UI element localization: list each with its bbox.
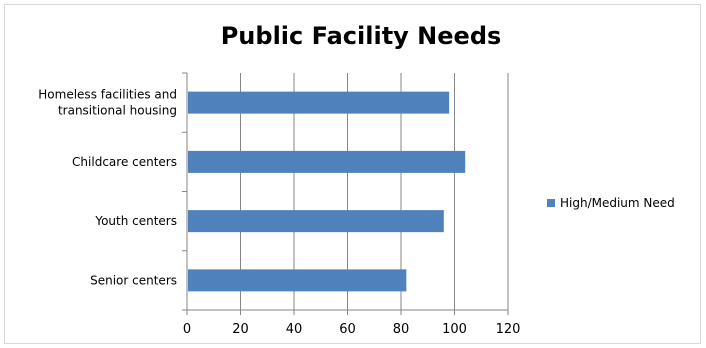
tick-labels: 0 20 40 60 80 100 120 xyxy=(183,322,521,337)
legend: High/Medium Need xyxy=(547,196,675,210)
category-label: transitional housing xyxy=(58,104,177,118)
legend-swatch xyxy=(547,199,555,207)
category-label: Childcare centers xyxy=(72,155,177,169)
bar xyxy=(188,269,407,292)
bars xyxy=(188,91,466,292)
bar xyxy=(188,91,450,114)
bar xyxy=(188,210,444,233)
category-label: Homeless facilities and xyxy=(38,88,177,102)
x-tick-label: 40 xyxy=(286,322,303,337)
bar xyxy=(188,150,466,173)
category-label: Senior centers xyxy=(90,273,177,287)
chart-title: Public Facility Needs xyxy=(221,22,502,50)
legend-label: High/Medium Need xyxy=(560,196,675,210)
x-tick-label: 100 xyxy=(442,322,467,337)
category-label: Youth centers xyxy=(94,214,177,228)
x-tick-label: 120 xyxy=(496,322,521,337)
x-tick-label: 80 xyxy=(393,322,410,337)
x-tick-label: 60 xyxy=(339,322,356,337)
x-tick-label: 0 xyxy=(183,322,191,337)
x-tick-label: 20 xyxy=(232,322,249,337)
category-labels: Homeless facilities and transitional hous… xyxy=(38,88,177,288)
axes xyxy=(182,72,509,315)
